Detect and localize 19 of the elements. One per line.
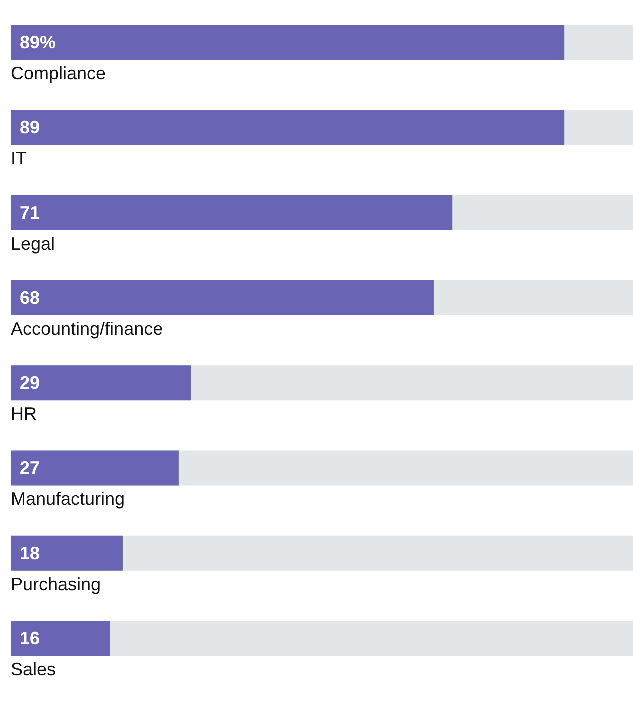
y-tick-label: Accounting/finance (11, 318, 164, 339)
bar (11, 620, 111, 656)
bar (11, 450, 179, 486)
data-label: 29 (20, 373, 40, 394)
y-tick-label: Legal (11, 234, 56, 254)
bar (11, 536, 123, 571)
y-tick-label: Sales (11, 659, 56, 680)
data-label: 89% (20, 32, 56, 53)
data-label: 68 (20, 288, 40, 308)
y-tick-label: Compliance (11, 64, 106, 84)
data-label: 16 (20, 628, 40, 648)
y-tick-label: Purchasing (11, 574, 102, 594)
data-label: 27 (20, 458, 40, 478)
y-tick-label: HR (11, 404, 37, 424)
data-label: 18 (20, 543, 40, 564)
data-label: 71 (20, 202, 40, 223)
y-tick-label: IT (11, 148, 27, 169)
data-label: 89 (20, 118, 40, 138)
y-tick-label: Manufacturing (11, 489, 126, 510)
